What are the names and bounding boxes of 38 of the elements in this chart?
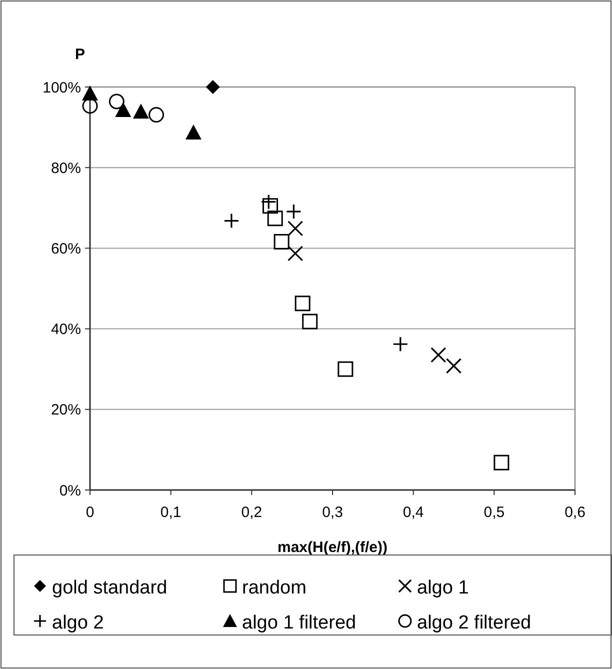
x-tick-label: 0 xyxy=(86,504,94,521)
x-tick-label: 0,2 xyxy=(241,504,262,521)
legend-label: algo 1 xyxy=(417,578,469,599)
y-tick-label: 80% xyxy=(50,160,81,177)
y-axis-title: P xyxy=(74,46,85,63)
point xyxy=(294,296,310,312)
point xyxy=(494,454,510,470)
point xyxy=(267,210,283,226)
point xyxy=(108,94,124,110)
x-tick-label: 0,4 xyxy=(402,504,424,521)
legend-label: algo 1 filtered xyxy=(242,612,356,634)
y-tick-label: 100% xyxy=(42,79,81,96)
point xyxy=(148,107,164,123)
y-tick-label: 20% xyxy=(50,402,81,419)
point xyxy=(288,246,304,262)
legend-label: random xyxy=(242,578,306,599)
point xyxy=(302,314,318,330)
point xyxy=(262,198,278,214)
point xyxy=(206,80,220,94)
y-tick-label: 60% xyxy=(50,240,81,258)
x-tick-label: 0,1 xyxy=(160,504,182,521)
point xyxy=(288,220,304,236)
point xyxy=(115,102,132,117)
point xyxy=(338,361,354,377)
legend-label: gold standard xyxy=(52,578,168,599)
y-tick-label: 40% xyxy=(50,321,81,338)
y-tick-label: 0% xyxy=(59,482,81,500)
x-axis-title: max(H(e/f),(f/e)) xyxy=(277,539,388,556)
x-tick-label: 0,5 xyxy=(484,504,505,521)
point xyxy=(274,234,290,250)
legend-label: algo 2 filtered xyxy=(417,612,532,634)
point xyxy=(185,124,202,140)
x-tick-label: 0,3 xyxy=(322,504,343,521)
point xyxy=(132,104,149,119)
point xyxy=(446,358,462,374)
legend-label: algo 2 xyxy=(52,612,104,634)
x-tick-label: 0,6 xyxy=(564,504,586,521)
point xyxy=(430,347,446,363)
